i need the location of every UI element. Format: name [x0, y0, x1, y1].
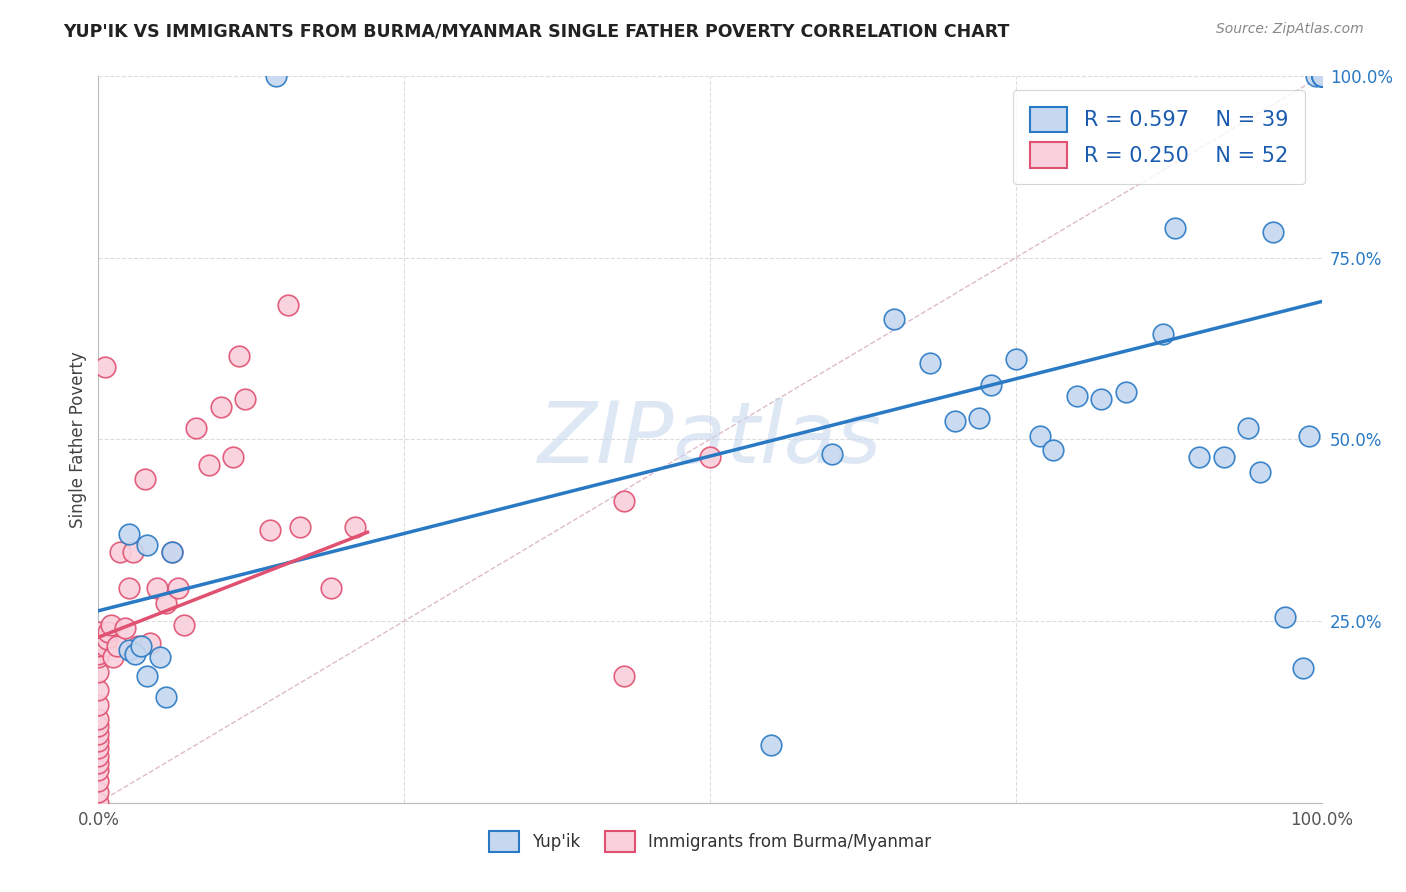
Point [1066, 389, 1088, 403]
Point [173, 617, 195, 632]
Point [87, 741, 110, 756]
Point [1212, 450, 1234, 465]
Point [101, 650, 124, 665]
Point [1310, 69, 1333, 83]
Point [87, 719, 110, 733]
Point [146, 582, 169, 596]
Point [87, 665, 110, 679]
Point [134, 472, 156, 486]
Point [87, 763, 110, 777]
Point [222, 450, 245, 465]
Point [1298, 428, 1320, 442]
Point [233, 392, 256, 407]
Point [87, 624, 110, 639]
Point [93, 640, 115, 654]
Point [699, 450, 721, 465]
Point [139, 636, 162, 650]
Point [96, 632, 118, 647]
Point [114, 621, 136, 635]
Point [87, 748, 110, 763]
Point [87, 785, 110, 799]
Point [1164, 221, 1187, 235]
Point [110, 545, 132, 559]
Point [1310, 69, 1333, 83]
Point [124, 647, 146, 661]
Point [1152, 326, 1174, 341]
Point [127, 640, 149, 654]
Point [118, 643, 141, 657]
Point [87, 647, 110, 661]
Point [1274, 610, 1296, 624]
Point [100, 617, 122, 632]
Point [129, 640, 152, 654]
Point [1042, 443, 1064, 458]
Point [87, 734, 110, 748]
Legend: Yup'ik, Immigrants from Burma/Myanmar: Yup'ik, Immigrants from Burma/Myanmar [481, 823, 939, 860]
Point [228, 349, 250, 363]
Point [277, 298, 299, 312]
Point [87, 636, 110, 650]
Point [613, 494, 636, 508]
Point [613, 668, 636, 682]
Point [118, 582, 141, 596]
Point [821, 447, 844, 461]
Point [980, 377, 1002, 392]
Y-axis label: Single Father Poverty: Single Father Poverty [69, 351, 87, 528]
Point [87, 650, 110, 665]
Point [290, 519, 312, 533]
Point [264, 69, 287, 83]
Point [136, 538, 159, 552]
Point [97, 624, 120, 639]
Point [87, 756, 110, 770]
Point [1310, 69, 1333, 83]
Point [1310, 69, 1333, 83]
Point [160, 545, 183, 559]
Point [1261, 225, 1284, 239]
Text: YUP'IK VS IMMIGRANTS FROM BURMA/MYANMAR SINGLE FATHER POVERTY CORRELATION CHART: YUP'IK VS IMMIGRANTS FROM BURMA/MYANMAR … [63, 22, 1010, 40]
Point [209, 400, 232, 414]
Point [1237, 421, 1260, 435]
Point [118, 526, 141, 541]
Point [155, 690, 177, 705]
Point [87, 640, 110, 654]
Point [149, 650, 172, 665]
Point [160, 545, 183, 559]
Point [87, 727, 110, 741]
Point [155, 596, 177, 610]
Point [87, 632, 110, 647]
Point [87, 774, 110, 789]
Point [87, 712, 110, 726]
Point [259, 523, 281, 537]
Point [1310, 69, 1333, 83]
Point [883, 312, 905, 326]
Point [87, 683, 110, 698]
Point [87, 796, 110, 810]
Point [105, 640, 128, 654]
Point [167, 582, 190, 596]
Point [920, 356, 942, 370]
Point [87, 698, 110, 712]
Point [319, 582, 342, 596]
Point [1188, 450, 1211, 465]
Point [197, 458, 219, 472]
Point [1305, 69, 1327, 83]
Point [967, 410, 990, 425]
Text: ZIPatlas: ZIPatlas [538, 398, 882, 481]
Point [1029, 428, 1052, 442]
Point [121, 545, 143, 559]
Point [1004, 352, 1026, 367]
Point [1090, 392, 1112, 407]
Point [761, 738, 783, 752]
Point [344, 519, 367, 533]
Point [93, 359, 115, 374]
Point [1292, 661, 1315, 675]
Text: Source: ZipAtlas.com: Source: ZipAtlas.com [1216, 22, 1364, 37]
Point [1249, 465, 1271, 479]
Point [943, 414, 966, 428]
Point [136, 668, 159, 682]
Point [1115, 385, 1137, 400]
Point [186, 421, 208, 435]
